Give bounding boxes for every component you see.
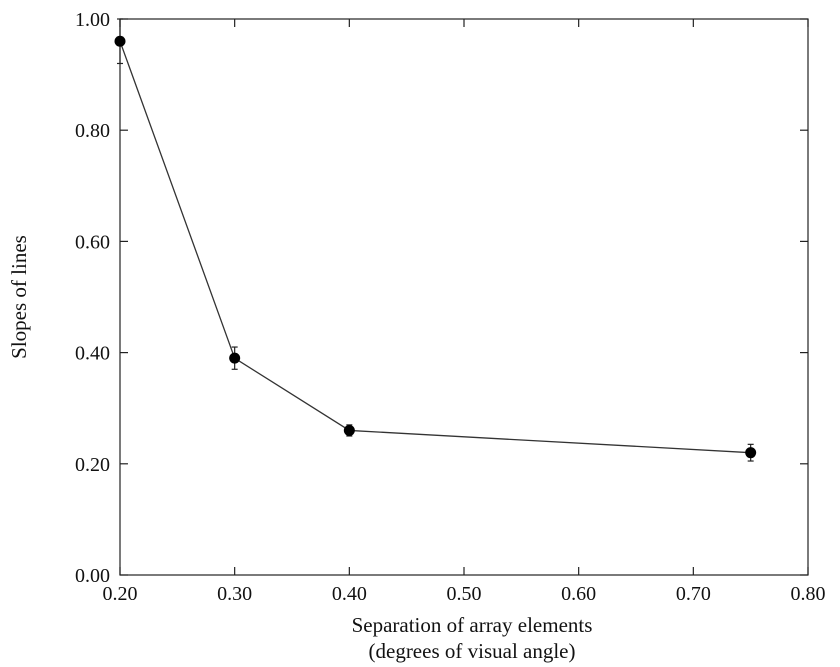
x-tick-label: 0.80: [791, 583, 826, 605]
y-tick-label: 1.00: [75, 9, 110, 31]
y-tick-label: 0.00: [75, 565, 110, 587]
x-axis-title-line2: (degrees of visual angle): [369, 639, 576, 663]
x-tick-label: 0.20: [103, 583, 138, 605]
data-point: [745, 447, 757, 459]
y-tick-label: 0.20: [75, 454, 110, 476]
data-point: [114, 35, 126, 47]
x-tick-label: 0.50: [447, 583, 482, 605]
x-tick-label: 0.60: [561, 583, 596, 605]
x-tick-label: 0.30: [217, 583, 252, 605]
data-point: [229, 352, 241, 364]
plot-frame: [119, 18, 809, 576]
x-tick-label: 0.70: [676, 583, 711, 605]
y-tick-label: 0.40: [75, 343, 110, 365]
y-axis-title: Slopes of lines: [7, 235, 31, 359]
x-tick-label: 0.40: [332, 583, 367, 605]
data-point: [343, 424, 355, 436]
y-tick-label: 0.60: [75, 231, 110, 253]
x-axis-title-line1: Separation of array elements: [352, 613, 593, 637]
y-tick-label: 0.80: [75, 120, 110, 142]
series-line: [119, 41, 751, 454]
